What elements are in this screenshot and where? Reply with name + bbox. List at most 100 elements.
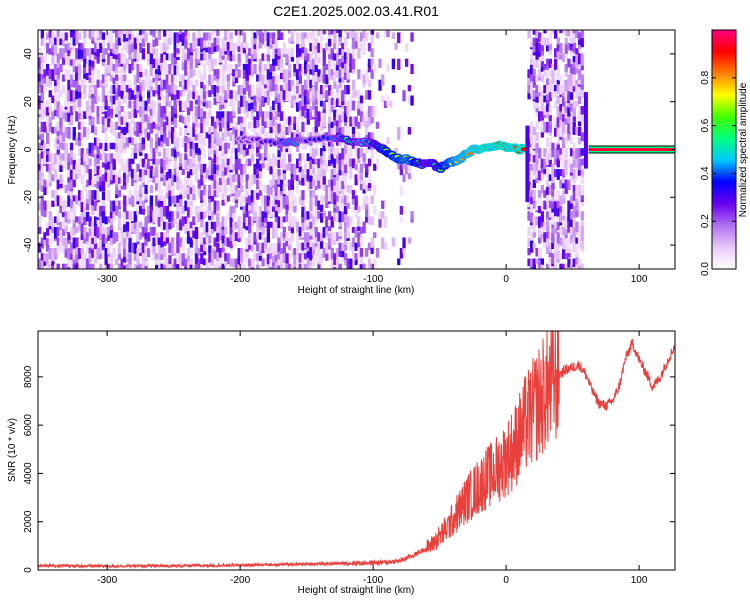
spectrogram-cell xyxy=(569,63,574,74)
spectrogram-cell xyxy=(540,90,544,102)
spectrogram-cell xyxy=(402,158,406,170)
spectrogram-cell xyxy=(40,132,44,141)
spectrogram-cell xyxy=(327,153,332,161)
spectrogram-cell xyxy=(327,221,332,232)
spectrogram-cell xyxy=(274,95,278,104)
spectrogram-cell xyxy=(165,53,169,61)
spectrogram-cell xyxy=(59,205,63,214)
spectrogram-cell xyxy=(168,30,172,38)
spectrogram-cell xyxy=(266,32,270,41)
spectrogram-cell xyxy=(269,111,273,120)
spectrogram-cell xyxy=(272,74,276,83)
spectrogram-cell xyxy=(378,216,382,228)
spectrogram-cell xyxy=(237,69,241,78)
spectrogram-cell xyxy=(163,195,167,206)
spectrogram-cell xyxy=(218,263,223,269)
spectrogram-cell xyxy=(221,85,225,94)
spectrogram-cell xyxy=(216,116,220,126)
spectrogram-cell xyxy=(173,148,177,158)
spectrogram-cell xyxy=(77,158,82,169)
spectrogram-cell xyxy=(128,63,132,74)
spectrogram-cell xyxy=(301,121,305,132)
spectrogram-cell xyxy=(46,32,50,40)
spectrogram-cell xyxy=(208,106,212,113)
spectrogram-cell xyxy=(341,248,345,258)
spectrogram-cell xyxy=(256,132,260,139)
spectrogram-cell xyxy=(88,95,92,106)
spectrogram-cell xyxy=(370,263,374,269)
spectrogram-cell xyxy=(80,258,84,269)
spectrogram-cell xyxy=(580,63,584,71)
spectrogram-cell xyxy=(101,200,106,212)
spectrogram-cell xyxy=(245,253,249,264)
spectrogram-cell xyxy=(216,148,220,157)
spectrogram-cell xyxy=(160,116,164,127)
spectrogram-cell xyxy=(365,184,369,192)
spectrogram-cell xyxy=(407,169,411,180)
spectrogram-cell xyxy=(359,179,364,190)
spectrogram-cell xyxy=(296,179,300,188)
spectrogram-cell xyxy=(56,163,60,173)
spectrogram-cell xyxy=(157,137,161,147)
spectrogram-cell xyxy=(128,121,132,132)
spectrogram-cell xyxy=(59,174,63,184)
spectrogram-cell xyxy=(83,48,87,59)
spectrogram-cell xyxy=(136,190,140,202)
spectrogram-cell xyxy=(221,69,225,76)
spectrogram-cell xyxy=(85,158,90,165)
spectrogram-cell xyxy=(179,190,183,200)
spectrogram-cell xyxy=(165,163,169,172)
spectrogram-cell xyxy=(288,63,292,71)
spectrogram-cell xyxy=(115,90,119,101)
spectrogram-cell xyxy=(572,106,576,117)
spectrogram-cell xyxy=(131,137,135,145)
spectrogram-cell xyxy=(556,232,560,244)
spectrogram-cell xyxy=(139,158,143,166)
spectrogram-cell xyxy=(335,30,340,33)
spectrogram-cell xyxy=(202,32,207,41)
spectrogram-cell xyxy=(59,90,63,97)
spectrogram-cell xyxy=(362,30,366,38)
spectrogram-cell xyxy=(229,237,233,249)
spectrogram-cell xyxy=(551,237,555,249)
spectrogram-cell xyxy=(325,226,329,237)
spectrogram-cell xyxy=(551,69,555,77)
spectrogram-cell xyxy=(83,184,87,191)
spectrogram-cell xyxy=(155,195,159,207)
spectrogram-cell xyxy=(208,184,212,197)
spectrogram-cell xyxy=(123,137,127,149)
spectrogram-cell xyxy=(311,258,316,267)
spectrogram-cell xyxy=(234,221,239,229)
spectrogram-cell xyxy=(327,148,332,156)
spectrogram-cell xyxy=(184,79,188,90)
spectrogram-cell xyxy=(64,48,68,60)
spectrogram-cell xyxy=(564,179,568,188)
spectrogram-cell xyxy=(569,137,574,144)
spectrogram-cell xyxy=(572,184,576,191)
spectrogram-cell xyxy=(67,179,71,191)
spectrogram-cell xyxy=(218,111,223,121)
spectrogram-cell xyxy=(155,37,159,46)
spectrogram-cell xyxy=(43,232,47,240)
spectrogram-cell xyxy=(272,116,276,126)
spectrogram-cell xyxy=(229,232,233,241)
spectrogram-cell xyxy=(564,148,568,158)
spectrogram-cell xyxy=(107,242,111,254)
spectrogram-cell xyxy=(535,48,539,60)
spectrogram-cell xyxy=(562,226,566,236)
spectrogram-cell xyxy=(186,142,191,152)
spectrogram-cell xyxy=(120,127,124,134)
spectrogram-cell xyxy=(577,237,582,249)
spectrogram-cell xyxy=(101,32,106,40)
spectrogram-cell xyxy=(554,169,558,178)
spectrogram-cell xyxy=(155,111,159,121)
spectrogram-cell xyxy=(91,90,95,98)
spectrogram-cell xyxy=(572,242,576,253)
spectrogram-cell xyxy=(330,179,334,191)
spectrogram-cell xyxy=(389,100,393,108)
spectrogram-cell xyxy=(559,195,563,206)
spectrogram-cell xyxy=(240,184,244,193)
spectrogram-cell xyxy=(54,137,58,150)
spectrogram-cell xyxy=(56,63,60,75)
spectrogram-cell xyxy=(242,226,247,233)
